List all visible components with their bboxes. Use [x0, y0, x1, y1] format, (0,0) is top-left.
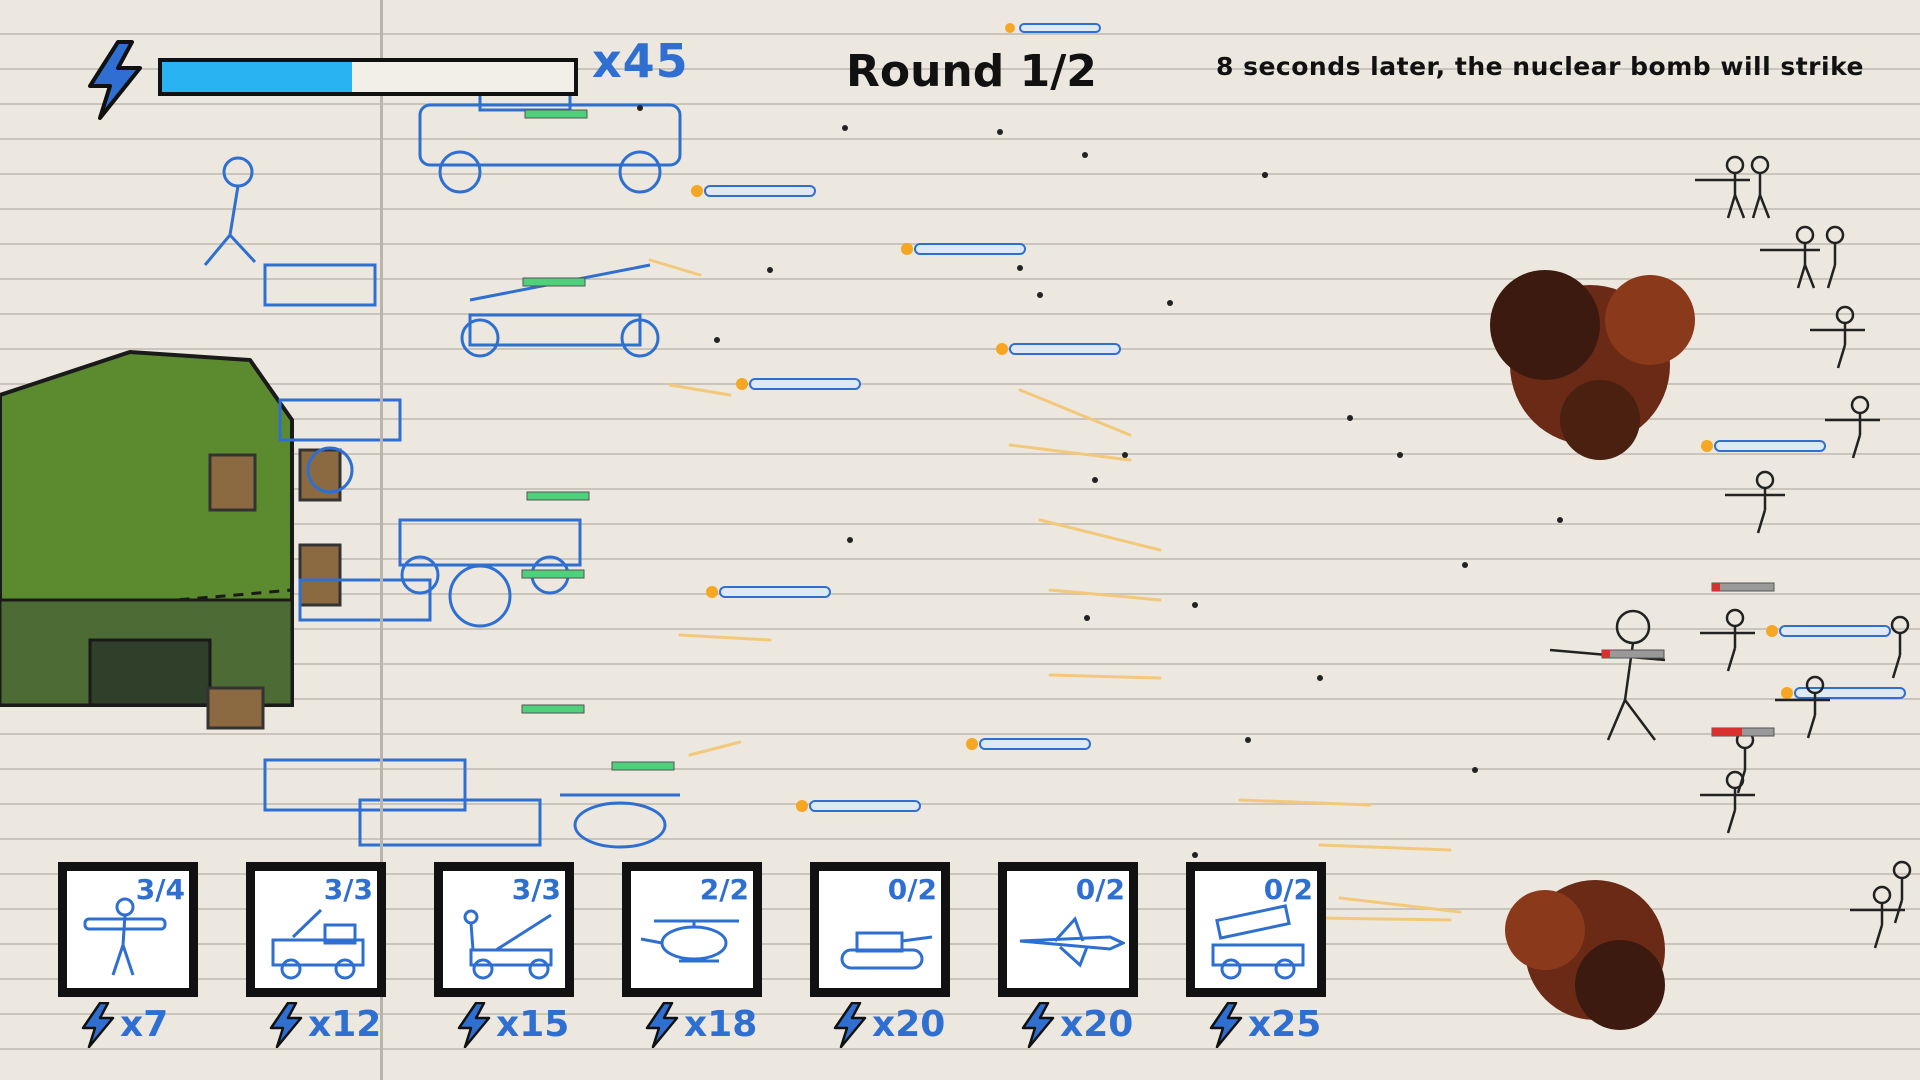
unit-cost-helicopter: x18 [622, 1000, 782, 1050]
unit-cost-text: x15 [496, 1004, 570, 1045]
helicopter-icon [640, 919, 739, 963]
energy-bar-fill [162, 62, 352, 92]
nuke-warning-text: 8 seconds later, the nuclear bomb will s… [1215, 52, 1864, 81]
unit-cost-text: x18 [684, 1004, 758, 1045]
round-label: Round 1/2 [846, 46, 1097, 97]
unit-card-helicopter[interactable]: 2/2 [622, 862, 762, 997]
enemy-big-soldier [1549, 609, 1666, 741]
unit-card-fighter-jet[interactable]: 0/2 [998, 862, 1138, 997]
unit-cost-tank: x20 [810, 1000, 970, 1050]
energy-bar [158, 58, 578, 96]
unit-slots: 3/3 [511, 873, 561, 906]
unit-cost-fighter-jet: x20 [998, 1000, 1158, 1050]
tracer-streaks [648, 258, 1462, 922]
unit-card-anti-air-gun[interactable]: 3/3 [434, 862, 574, 997]
player-helicopter [560, 793, 680, 849]
missile-flames [691, 23, 1793, 812]
unit-cost-bazooka-soldier: x7 [58, 1000, 218, 1050]
unit-cost-text: x25 [1248, 1004, 1322, 1045]
lightning-bolt-icon [1021, 1002, 1055, 1048]
explosions [1490, 270, 1695, 1030]
player-health-bars [521, 109, 675, 771]
missiles [704, 23, 1906, 812]
unit-slots: 2/2 [699, 873, 749, 906]
energy-count: x45 [592, 34, 689, 88]
anti-air-gun-icon [463, 909, 553, 980]
unit-slots: 0/2 [1075, 873, 1125, 906]
lightning-bolt-icon [645, 1002, 679, 1048]
enemy-health-bars [1601, 582, 1775, 737]
unit-slots: 3/3 [323, 873, 373, 906]
unit-cost-text: x12 [308, 1004, 382, 1045]
unit-cost-rocket-launcher-truck: x25 [1186, 1000, 1346, 1050]
unit-cost-anti-air-gun: x15 [434, 1000, 594, 1050]
fighter-jet-icon [1019, 916, 1125, 968]
gun-truck-icon [271, 908, 365, 980]
unit-cost-text: x20 [1060, 1004, 1134, 1045]
player-base-tent [0, 349, 342, 730]
rocket-truck-icon [1211, 904, 1305, 980]
unit-slots: 0/2 [1263, 873, 1313, 906]
unit-cost-machine-gun-truck: x12 [246, 1000, 406, 1050]
lightning-bolt-icon [457, 1002, 491, 1048]
unit-card-rocket-launcher-truck[interactable]: 0/2 [1186, 862, 1326, 997]
unit-card-tank[interactable]: 0/2 [810, 862, 950, 997]
unit-slots: 0/2 [887, 873, 937, 906]
bazooka-soldier-icon [83, 897, 167, 976]
unit-shop-bar: 3/4 x7 3/3 x12 3/3 x15 2/2 x18 0/2 x20 0/2 x20 0/2 x2… [58, 862, 1338, 1062]
unit-cost-text: x20 [872, 1004, 946, 1045]
player-truck [398, 518, 582, 595]
lightning-bolt-icon [269, 1002, 303, 1048]
tank-icon [840, 931, 933, 970]
bullet-dots [637, 105, 1563, 858]
lightning-bolt-icon [1209, 1002, 1243, 1048]
player-vehicle-stack [263, 263, 542, 847]
enemy-soldier-group [1695, 155, 1912, 949]
unit-card-bazooka-soldier[interactable]: 3/4 [58, 862, 198, 997]
lightning-bolt-icon [88, 40, 142, 120]
enemy-army [1549, 155, 1912, 949]
unit-slots: 3/4 [135, 873, 185, 906]
player-soldier [203, 156, 257, 266]
lightning-bolt-icon [81, 1002, 115, 1048]
lightning-bolt-icon [833, 1002, 867, 1048]
paper-margin-line [380, 0, 383, 1080]
unit-cost-text: x7 [120, 1004, 169, 1045]
unit-card-machine-gun-truck[interactable]: 3/3 [246, 862, 386, 997]
